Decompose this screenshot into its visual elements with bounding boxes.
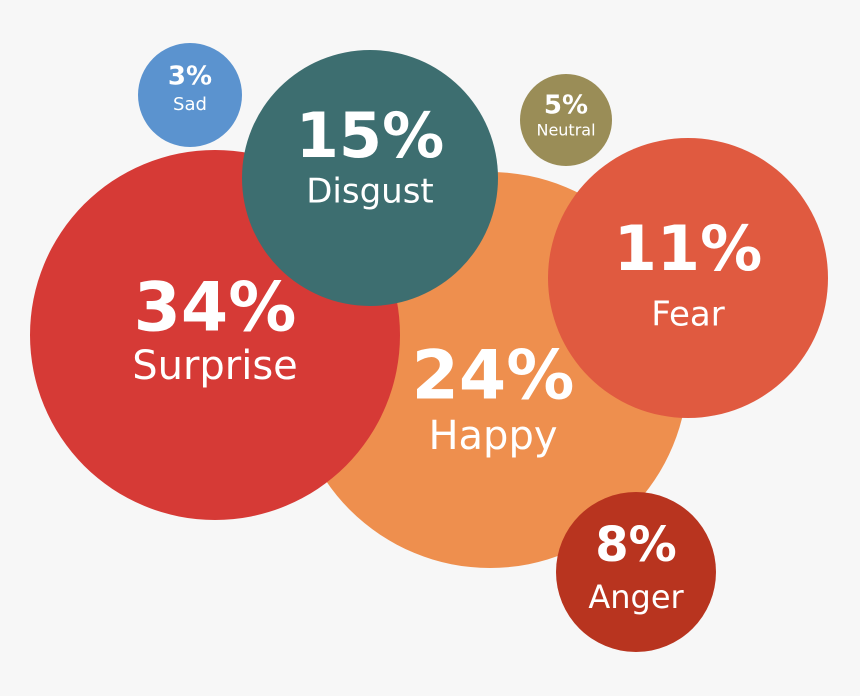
- bubble: [556, 492, 716, 652]
- category-label: Anger: [588, 578, 684, 616]
- category-label: Surprise: [132, 343, 298, 389]
- category-label: Fear: [651, 295, 724, 335]
- value-label: 24%: [412, 337, 575, 416]
- category-label: Neutral: [536, 121, 595, 140]
- value-label: 34%: [134, 269, 297, 348]
- category-label: Sad: [173, 94, 207, 115]
- value-label: 5%: [544, 91, 588, 121]
- bubble: [548, 138, 828, 418]
- value-label: 15%: [296, 99, 444, 172]
- category-label: Happy: [428, 413, 557, 459]
- category-label: Disgust: [306, 172, 434, 212]
- bubble: [242, 50, 498, 306]
- value-label: 11%: [614, 212, 762, 285]
- value-label: 8%: [595, 517, 677, 573]
- value-label: 3%: [168, 62, 212, 92]
- bubble: [520, 74, 612, 166]
- bubble: [138, 43, 242, 147]
